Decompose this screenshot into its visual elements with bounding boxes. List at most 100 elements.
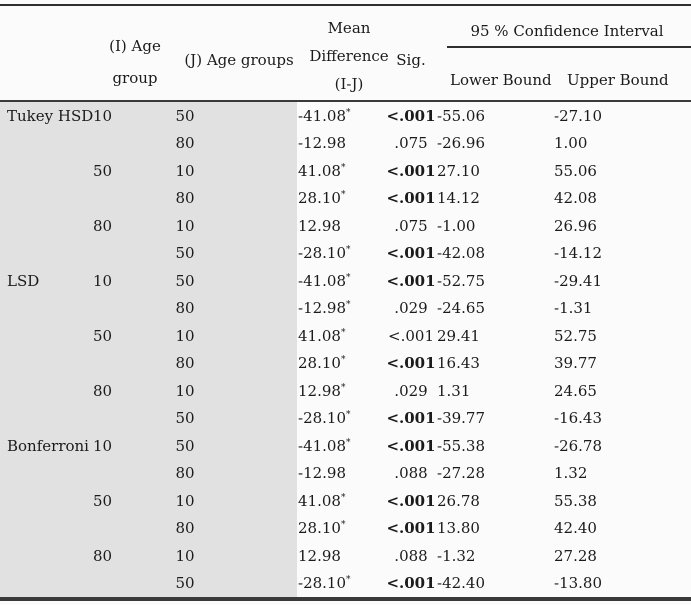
table-row: 80 10 12.98* .029 1.31 24.65 [0,377,691,405]
confidence-interval-rule [447,46,691,48]
table-row: 80 10 12.98 .075 -1.00 26.96 [0,212,691,240]
cell-sig: <.001 [386,491,436,510]
mean-difference-value: -28.10 [298,244,347,263]
cell-mean-difference: -28.10* [245,244,385,262]
significance-asterisk: * [340,382,346,393]
header-sig: Sig. [396,51,426,69]
header-j-age-groups: (J) Age groups [184,51,294,69]
cell-upper-bound: 42.40 [554,519,597,538]
table-top-rule [0,4,691,6]
cell-mean-difference: -41.08* [245,272,385,290]
cell-upper-bound: -13.80 [554,574,603,593]
cell-mean-difference: -12.98 [245,464,385,482]
shaded-panel [0,102,297,597]
cell-mean-difference: -41.08* [245,437,385,455]
table-row: 80 -12.98* .029 -24.65 -1.31 [0,295,691,323]
cell-sig: .029 [394,381,428,400]
table-body: Tukey HSD 10 50 -41.08* <.001 -55.06 -27… [0,102,691,597]
mean-difference-value: 41.08 [298,491,341,510]
cell-sig: .075 [394,216,428,235]
cell-sig: <.001 [386,574,436,593]
cell-j-group: 80 [175,519,195,538]
mean-difference-value: -28.10 [298,409,347,428]
cell-lower-bound: -26.96 [437,134,486,153]
cell-mean-difference: 41.08* [245,327,385,345]
cell-i-group: 80 [92,546,113,565]
cell-j-group: 10 [175,161,195,180]
cell-j-group: 50 [175,409,195,428]
significance-asterisk: * [346,410,351,421]
significance-asterisk: * [346,437,351,448]
cell-mean-difference: -12.98 [245,134,385,152]
mean-difference-value: 41.08 [298,161,341,180]
significance-asterisk: * [346,272,351,283]
table-row: 50 -28.10* <.001 -39.77 -16.43 [0,405,691,433]
cell-sig: <.001 [386,189,436,208]
cell-upper-bound: 39.77 [554,354,597,373]
mean-difference-value: 12.98 [298,546,341,565]
cell-sig: <.001 [388,326,434,345]
mean-difference-value: 28.10 [298,189,341,208]
cell-lower-bound: 13.80 [437,519,480,538]
cell-j-group: 50 [175,106,195,125]
cell-mean-difference: 41.08* [245,492,385,510]
cell-j-group: 10 [175,216,195,235]
table-row: 80 -12.98 .075 -26.96 1.00 [0,130,691,158]
significance-asterisk: * [340,162,346,173]
cell-lower-bound: -39.77 [437,409,486,428]
header-mean-difference: Mean Difference (I-J) [309,19,389,93]
table-row: 80 10 12.98 .088 -1.32 27.28 [0,542,691,570]
cell-i-group: 10 [92,106,113,125]
cell-sig: <.001 [386,161,436,180]
mean-difference-value: -41.08 [298,436,347,455]
cell-method: Bonferroni [7,436,89,455]
cell-i-group: 80 [92,216,113,235]
table-row: 80 28.10* <.001 14.12 42.08 [0,185,691,213]
cell-j-group: 50 [175,574,195,593]
cell-upper-bound: 27.28 [554,546,597,565]
cell-mean-difference: 28.10* [245,354,385,372]
cell-mean-difference: -12.98* [245,299,385,317]
header-lower-bound: Lower Bound [450,71,552,89]
table-bottom-rule [0,597,691,601]
cell-method: Tukey HSD [7,106,94,125]
cell-upper-bound: 52.75 [554,326,597,345]
cell-sig: .075 [394,134,428,153]
table-row: LSD 10 50 -41.08* <.001 -52.75 -29.41 [0,267,691,295]
mean-difference-value: 12.98 [298,216,341,235]
cell-upper-bound: -29.41 [554,271,603,290]
cell-sig: .029 [394,299,428,318]
cell-mean-difference: 12.98 [245,217,385,235]
table-row: 50 -28.10* <.001 -42.08 -14.12 [0,240,691,268]
cell-mean-difference: -41.08* [245,107,385,125]
mean-difference-value: -28.10 [298,574,347,593]
cell-j-group: 50 [175,271,195,290]
cell-upper-bound: -14.12 [554,244,603,263]
cell-sig: <.001 [386,244,436,263]
table-row: 50 10 41.08* <.001 26.78 55.38 [0,487,691,515]
significance-asterisk: * [340,520,346,531]
cell-j-group: 80 [175,354,195,373]
cell-upper-bound: 1.00 [554,134,588,153]
significance-asterisk: * [340,190,346,201]
cell-upper-bound: -1.31 [554,299,593,318]
cell-lower-bound: -55.38 [437,436,486,455]
significance-asterisk: * [346,245,351,256]
cell-i-group: 50 [92,161,113,180]
cell-lower-bound: -27.28 [437,464,486,483]
header-upper-bound: Upper Bound [567,71,669,89]
cell-sig: <.001 [386,436,436,455]
cell-j-group: 10 [175,326,195,345]
table-row: 50 -28.10* <.001 -42.40 -13.80 [0,570,691,598]
cell-i-group: 10 [92,271,113,290]
cell-upper-bound: 42.08 [554,189,597,208]
cell-lower-bound: -55.06 [437,106,486,125]
cell-mean-difference: 28.10* [245,519,385,537]
cell-lower-bound: -42.08 [437,244,486,263]
cell-i-group: 50 [92,326,113,345]
cell-upper-bound: 1.32 [554,464,588,483]
cell-sig: <.001 [386,271,436,290]
table-row: Bonferroni 10 50 -41.08* <.001 -55.38 -2… [0,432,691,460]
significance-asterisk: * [346,107,351,118]
cell-lower-bound: 26.78 [437,491,480,510]
